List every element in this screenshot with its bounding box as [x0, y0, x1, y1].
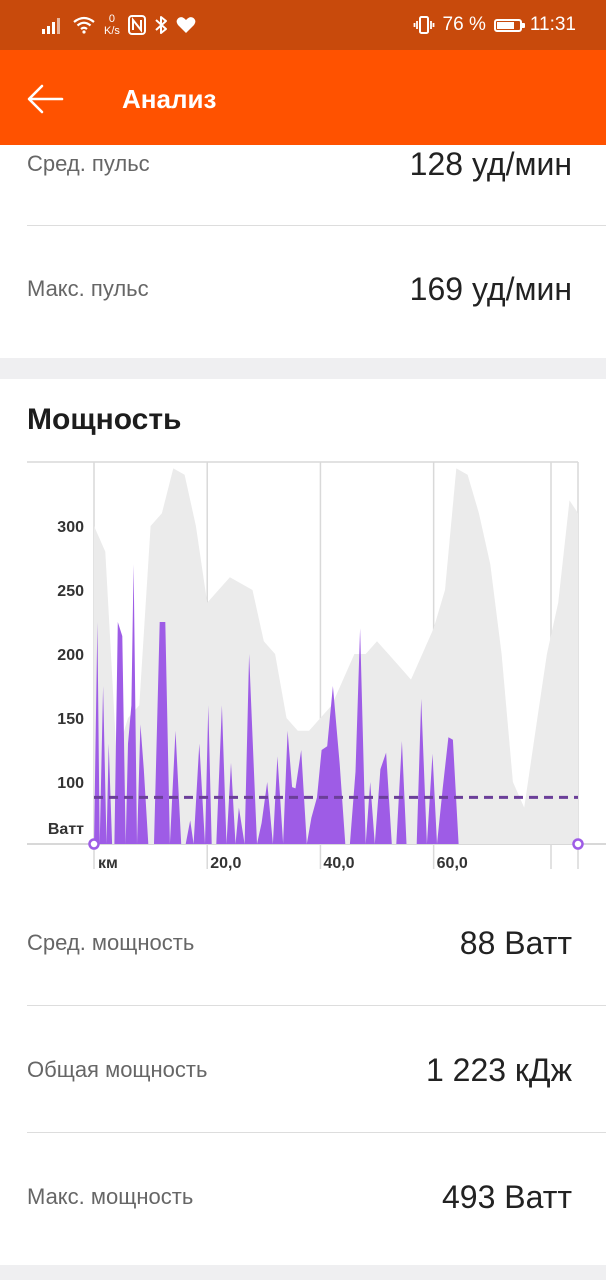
power-card: Мощность 100 150 200 250 300 20,0 40,0 60,0 Ват…: [0, 379, 606, 1265]
vibrate-icon: [413, 16, 434, 34]
max-heart-rate-row: Макс. пульс 169 уд/мин: [27, 269, 572, 309]
network-speed-value: 0: [108, 13, 116, 25]
max-power-row: Макс. мощность 493 Ватт: [27, 1177, 572, 1217]
avg-heart-rate-row: Сред. пульс 128 уд/мин: [27, 145, 572, 183]
arrow-left-icon: [27, 84, 64, 114]
power-section-title: Мощность: [27, 403, 182, 436]
power-chart[interactable]: 100 150 200 250 300 20,0 40,0 60,0 Ватт км: [0, 459, 606, 879]
y-tick-label: 100: [57, 775, 84, 792]
x-tick-label: 20,0: [210, 855, 241, 872]
status-icons-left: 0 K/s: [42, 10, 196, 40]
clock: 11:31: [529, 14, 576, 35]
chart-ticks: 100 150 200 250 300 20,0 40,0 60,0: [57, 519, 468, 872]
bluetooth-icon: [155, 16, 167, 34]
nfc-icon: [127, 15, 146, 35]
battery-level: [496, 21, 514, 29]
max-heart-rate-value: 169 уд/мин: [409, 270, 572, 307]
status-icons-right: 76 % 11:31: [413, 10, 576, 40]
x-axis-label: км: [98, 855, 118, 872]
heart-rate-card: Сред. пульс 128 уд/мин Макс. пульс 169 у…: [0, 145, 606, 358]
avg-power-label: Сред. мощность: [27, 930, 195, 955]
divider: [27, 1005, 606, 1006]
y-axis-label: Ватт: [48, 821, 84, 838]
range-start-handle[interactable]: [88, 838, 100, 850]
range-end-handle[interactable]: [572, 838, 584, 850]
battery-icon: [493, 18, 525, 32]
back-button[interactable]: [22, 76, 68, 122]
elevation-area: [94, 468, 578, 844]
total-power-label: Общая мощность: [27, 1057, 208, 1082]
y-tick-label: 150: [57, 711, 84, 728]
divider: [27, 225, 606, 226]
divider: [27, 1132, 606, 1133]
wifi-icon: [73, 16, 95, 34]
max-heart-rate-label: Макс. пульс: [27, 276, 149, 301]
max-power-label: Макс. мощность: [27, 1184, 194, 1209]
total-power-value: 1 223 кДж: [425, 1051, 572, 1088]
avg-power-value: 88 Ватт: [459, 924, 572, 961]
y-tick-label: 250: [57, 583, 84, 600]
y-tick-label: 300: [57, 519, 84, 536]
y-tick-label: 200: [57, 647, 84, 664]
x-tick-label: 60,0: [437, 855, 468, 872]
x-tick-label: 40,0: [323, 855, 354, 872]
app-bar: Анализ: [0, 50, 606, 145]
status-bar: 0 K/s 76 % 11:31: [0, 0, 606, 50]
total-power-row: Общая мощность 1 223 кДж: [27, 1050, 572, 1090]
page-title: Анализ: [122, 84, 217, 114]
power-area: [94, 564, 578, 844]
heart-icon: [176, 17, 196, 33]
avg-heart-rate-value: 128 уд/мин: [409, 145, 572, 182]
battery-percent: 76 %: [442, 14, 486, 35]
avg-power-row: Сред. мощность 88 Ватт: [27, 923, 572, 963]
network-speed-unit: K/s: [104, 25, 120, 37]
signal-icon: [42, 18, 60, 34]
avg-heart-rate-label: Сред. пульс: [27, 151, 150, 176]
max-power-value: 493 Ватт: [441, 1178, 572, 1215]
network-speed: 0 K/s: [104, 13, 120, 37]
